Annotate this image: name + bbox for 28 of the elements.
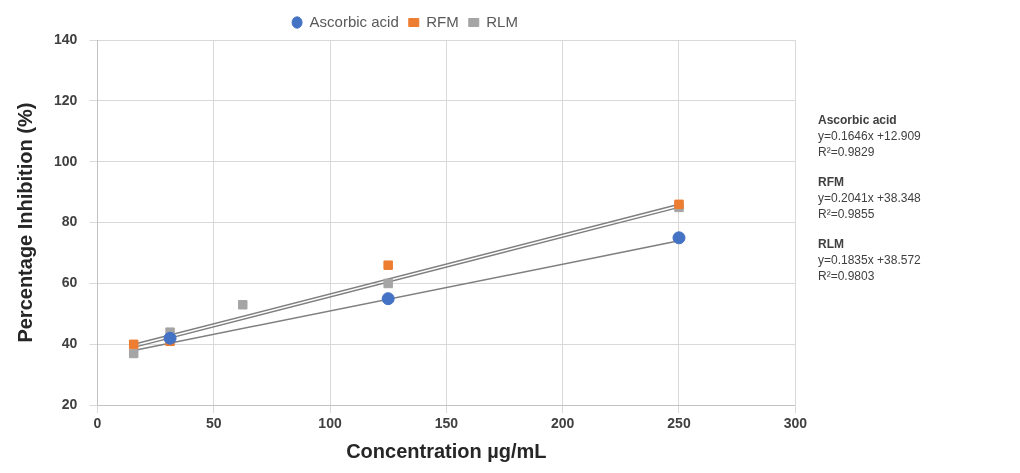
- text: R²=0.9829: [818, 144, 876, 160]
- x-tick-label: 150: [434, 415, 459, 432]
- y-tick-label: 100: [54, 152, 78, 169]
- legend-label: RLM: [486, 12, 518, 30]
- x-axis-title: Concentration µg/mL: [346, 439, 547, 462]
- text: RFM: [818, 174, 845, 190]
- x-tick-label: 0: [93, 415, 102, 432]
- y-tick-label: 20: [61, 396, 78, 413]
- text: R²=0.9803: [818, 268, 876, 284]
- x-tick-label: 50: [205, 415, 222, 432]
- y-tick-label: 80: [61, 213, 78, 230]
- x-tick-label: 300: [783, 415, 808, 432]
- x-tick-label: 100: [318, 415, 342, 432]
- text: RLM: [818, 236, 845, 252]
- text: y=0.2041x +38.348: [818, 190, 922, 206]
- y-axis-title: Percentage Inhibition (%): [13, 102, 36, 343]
- text: y=0.1646x +12.909: [818, 128, 922, 144]
- y-tick-label: 140: [54, 30, 78, 47]
- legend-label: Ascorbic acid: [309, 12, 399, 30]
- text: y=0.1835x +38.572: [818, 252, 922, 268]
- y-tick-label: 60: [61, 274, 78, 291]
- y-tick-label: 120: [54, 91, 78, 108]
- y-tick-label: 40: [61, 335, 78, 352]
- legend-label: RFM: [426, 12, 459, 30]
- x-tick-label: 200: [550, 415, 575, 432]
- text: Ascorbic acid: [818, 112, 898, 128]
- text: R²=0.9855: [818, 206, 876, 222]
- x-tick-label: 250: [667, 415, 691, 432]
